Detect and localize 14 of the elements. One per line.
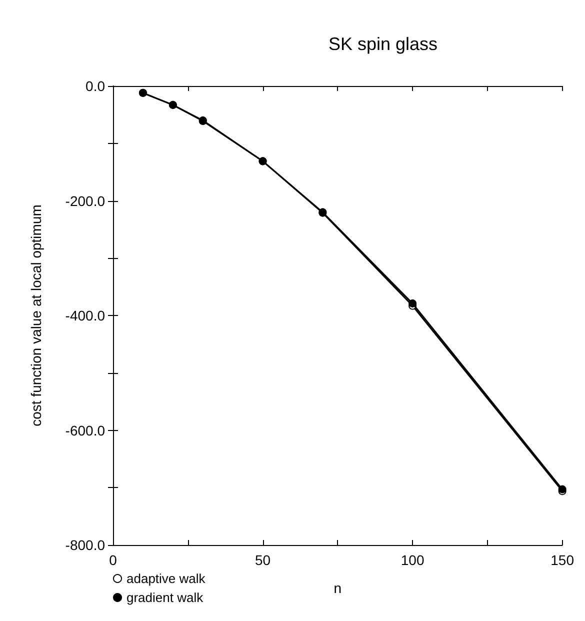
legend-label: adaptive walk bbox=[126, 571, 206, 586]
legend-label: gradient walk bbox=[126, 590, 204, 605]
x-axis-title: n bbox=[334, 580, 342, 596]
y-tick-label: -200.0 bbox=[65, 192, 106, 209]
x-tick-label: 100 bbox=[400, 552, 424, 568]
x-tick-label: 150 bbox=[550, 552, 574, 568]
y-axis-title: cost function value at local optimum bbox=[28, 204, 44, 426]
y-tick-label: -600.0 bbox=[65, 422, 106, 438]
y-tick-label: 0.0 bbox=[86, 78, 106, 94]
y-tick-label: -400.0 bbox=[65, 308, 106, 324]
x-tick-label: 0 bbox=[109, 552, 118, 568]
x-tick-label: 50 bbox=[254, 552, 271, 568]
y-tick-label: -800.0 bbox=[65, 537, 106, 553]
chart-title: SK spin glass bbox=[328, 34, 438, 54]
